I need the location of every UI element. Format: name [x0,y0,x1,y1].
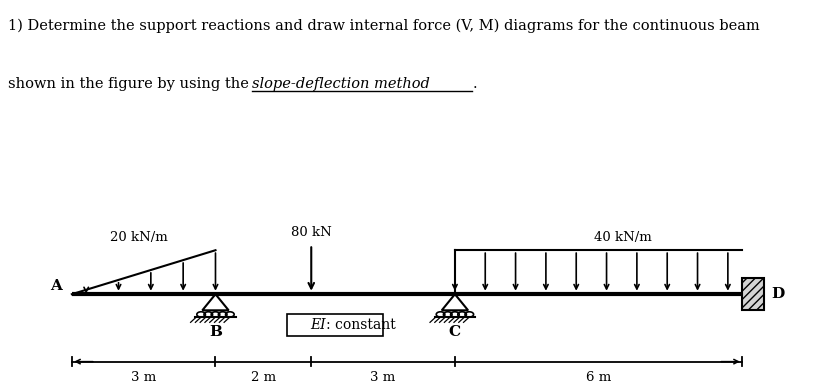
Text: A: A [50,279,62,293]
Text: 6 m: 6 m [586,371,611,384]
Bar [742,278,763,310]
Text: slope-deflection method: slope-deflection method [252,77,430,91]
Text: B: B [209,325,222,339]
Text: D: D [771,287,784,301]
Text: 2 m: 2 m [251,371,276,384]
Text: : constant: : constant [326,318,396,332]
Text: EI: EI [310,318,326,332]
Text: 3 m: 3 m [131,371,156,384]
Bar [287,314,383,336]
Text: 80 kN: 80 kN [291,226,332,239]
Text: .: . [472,77,477,91]
Text: 40 kN/m: 40 kN/m [593,231,651,244]
Text: 20 kN/m: 20 kN/m [110,231,168,244]
Text: shown in the figure by using the: shown in the figure by using the [8,77,254,91]
Text: 3 m: 3 m [370,371,396,384]
Text: 1) Determine the support reactions and draw internal force (V, M) diagrams for t: 1) Determine the support reactions and d… [8,19,760,33]
Text: C: C [449,325,461,339]
